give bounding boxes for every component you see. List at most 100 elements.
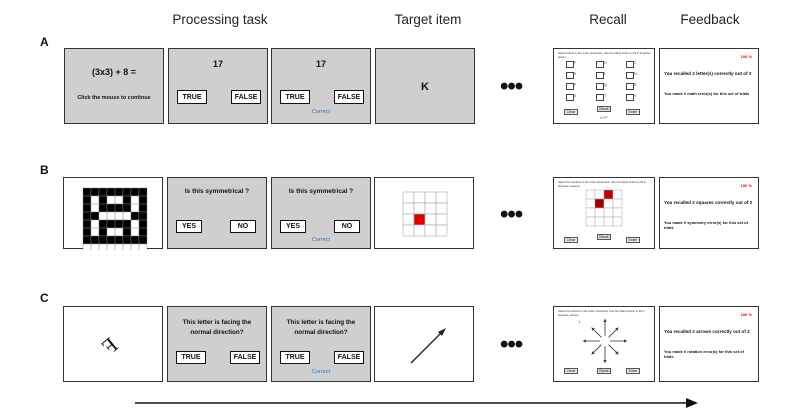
target-square-grid	[402, 191, 448, 237]
blank-button[interactable]: Blank	[597, 234, 611, 240]
clear-button[interactable]: Clear	[564, 109, 578, 115]
true-button[interactable]: TRUE	[280, 90, 310, 104]
pattern-cell	[138, 211, 148, 221]
pattern-cell	[114, 227, 124, 237]
grid-cell	[612, 216, 623, 227]
recall-arrowhead	[591, 351, 595, 355]
letter-option: F	[574, 61, 577, 65]
header-feedback: Feedback	[680, 12, 740, 27]
recall-arrowhead	[615, 351, 619, 355]
letter-option: J	[634, 61, 636, 65]
arrow-recall-star[interactable]: 1	[554, 307, 656, 383]
pattern-cell	[122, 243, 132, 250]
pattern-cell	[82, 187, 92, 197]
rotated-letter-screen: F	[63, 306, 163, 382]
pattern-cell	[82, 219, 92, 229]
target-letter-screen: K	[375, 48, 475, 124]
letter-checkbox[interactable]	[626, 61, 634, 68]
recall-arrowhead	[583, 339, 586, 343]
clear-button[interactable]: Clear	[564, 237, 578, 243]
grid-cell	[435, 202, 448, 215]
letter-checkbox[interactable]	[626, 72, 634, 79]
feedback-error-line: You made 0 math error(s) for this set of…	[664, 91, 750, 96]
enter-button[interactable]: Enter	[626, 237, 640, 243]
pattern-cell	[98, 203, 108, 213]
grid-cell	[413, 224, 426, 237]
symmetry-pattern	[82, 187, 148, 250]
letter-checkbox[interactable]	[566, 83, 574, 90]
row-label-a: A	[40, 35, 49, 49]
pattern-cell	[122, 211, 132, 221]
enter-button[interactable]: Enter	[626, 368, 640, 374]
target-square-screen	[374, 177, 474, 249]
grid-cell	[594, 207, 605, 218]
letter-checkbox[interactable]	[566, 94, 574, 101]
recall-entered: KTP	[600, 115, 608, 120]
ellipsis: •••	[500, 73, 523, 100]
grid-cell	[435, 224, 448, 237]
pattern-cell	[90, 243, 100, 250]
symmetry-feedback-screen: Is this symmetrical ? YES NO Correct	[271, 177, 371, 249]
pattern-cell	[98, 211, 108, 221]
enter-button[interactable]: Enter	[626, 109, 640, 115]
yes-button[interactable]: YES	[176, 220, 202, 233]
pattern-cell	[114, 187, 124, 197]
pattern-cell	[90, 211, 100, 221]
pattern-cell	[130, 203, 140, 213]
square-recall-grid[interactable]	[554, 178, 656, 250]
letter-checkbox[interactable]	[566, 61, 574, 68]
ellipsis: •••	[500, 331, 523, 358]
pattern-cell	[82, 195, 92, 205]
math-screen[interactable]: (3x3) + 8 = Click the mouse to continue	[64, 48, 164, 124]
grid-cell	[585, 198, 596, 209]
recall-instruction: Select the arrows in the order presented…	[558, 309, 645, 317]
no-button[interactable]: NO	[334, 220, 360, 233]
clear-button[interactable]: Clear	[564, 368, 578, 374]
letter-checkbox[interactable]	[596, 94, 604, 101]
recall-arrowhead	[603, 319, 607, 322]
letter-checkbox[interactable]	[626, 94, 634, 101]
pattern-cell	[106, 203, 116, 213]
grid-cell	[612, 198, 623, 209]
false-button[interactable]: FALSE	[334, 90, 364, 104]
feedback-recall-line: You recalled 2 arrows correctly out of 2	[664, 329, 750, 334]
letter-checkbox[interactable]	[596, 61, 604, 68]
target-arrow	[410, 328, 446, 364]
pattern-cell	[98, 195, 108, 205]
false-button[interactable]: FALSE	[231, 90, 261, 104]
pattern-cell	[122, 227, 132, 237]
ellipsis: •••	[500, 201, 523, 228]
pattern-cell	[114, 243, 124, 250]
letter-checkbox[interactable]	[566, 72, 574, 79]
row-label-b: B	[40, 163, 49, 177]
letter-option: P	[574, 83, 577, 87]
header-processing-task: Processing task	[172, 12, 268, 27]
blank-button[interactable]: Blank	[597, 368, 611, 374]
false-button[interactable]: FALSE	[334, 351, 364, 364]
letter-checkbox[interactable]	[596, 83, 604, 90]
true-button[interactable]: TRUE	[280, 351, 310, 364]
pattern-cell	[106, 195, 116, 205]
pattern-cell	[106, 219, 116, 229]
no-button[interactable]: NO	[230, 220, 256, 233]
pattern-cell	[114, 235, 124, 245]
pattern-cell	[98, 235, 108, 245]
pattern-cell	[98, 243, 108, 250]
pattern-cell	[130, 243, 140, 250]
false-button[interactable]: FALSE	[230, 351, 260, 364]
grid-cell	[402, 202, 415, 215]
feedback-screen-c: 100 % You recalled 2 arrows correctly ou…	[659, 306, 759, 382]
letter-checkbox[interactable]	[596, 72, 604, 79]
symmetry-question-screen: Is this symmetrical ? YES NO	[167, 177, 267, 249]
true-button[interactable]: TRUE	[177, 90, 207, 104]
grid-cell	[594, 189, 605, 200]
grid-cell	[402, 224, 415, 237]
letter-checkbox[interactable]	[626, 83, 634, 90]
blank-button[interactable]: Blank	[597, 106, 611, 112]
yes-button[interactable]: YES	[280, 220, 306, 233]
pattern-cell	[138, 203, 148, 213]
grid-cell	[612, 207, 623, 218]
true-button[interactable]: TRUE	[176, 351, 206, 364]
feedback-percent: 100 %	[740, 183, 752, 188]
row-label-c: C	[40, 291, 49, 305]
